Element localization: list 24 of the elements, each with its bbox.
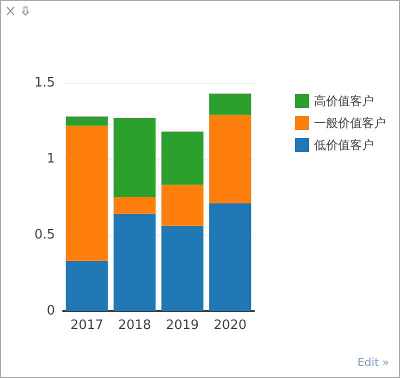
bar (161, 132, 204, 185)
text: Edit » (357, 356, 389, 369)
bar (209, 114, 252, 204)
bar (114, 118, 156, 197)
bar (66, 260, 108, 311)
bar (114, 214, 156, 311)
x-tick-label: 2019 (166, 318, 199, 333)
bar (209, 94, 252, 115)
bar (161, 226, 204, 311)
legend-label: 一般价值客户 (314, 116, 386, 130)
bar (66, 116, 108, 126)
bar (114, 197, 156, 214)
x-tick-label: 2020 (214, 318, 247, 333)
x-tick-label: 2018 (118, 318, 152, 333)
y-tick-label: 1.5 (34, 76, 55, 90)
legend-label: 低价值客户 (314, 138, 374, 152)
bar (209, 203, 252, 311)
bar (161, 184, 204, 226)
legend-label: 高价值客户 (314, 94, 374, 108)
x-tick-label: 2017 (70, 318, 104, 333)
y-tick-label: 1 (46, 152, 55, 166)
bar (66, 126, 108, 261)
y-tick-label: 0 (46, 304, 55, 318)
y-tick-label: 0.5 (34, 228, 55, 242)
